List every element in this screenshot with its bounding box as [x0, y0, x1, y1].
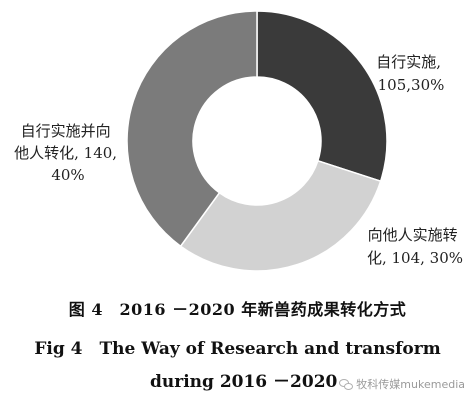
figure-caption-english-line2: during 2016 －2020 [150, 372, 338, 392]
slice-label-self-and-transfer: 自行实施并向 他人转化, 140, 40% [14, 122, 122, 184]
slice-self-implement [256, 10, 388, 183]
figure-caption-chinese: 图 4 2016 －2020 年新兽药成果转化方式 [68, 300, 407, 319]
slice-labels: 自行实施, 105,30% 向他人实施转 化, 104, 30% 自行实施并向 … [14, 53, 463, 267]
watermark-text: 牧科传媒mukemedia [356, 378, 465, 391]
wechat-icon [339, 378, 354, 390]
watermark: 牧科传媒mukemedia [339, 376, 465, 392]
slice-self-and-transfer [126, 10, 258, 248]
donut-slices [126, 10, 388, 272]
slice-label-self-implement: 自行实施, 105,30% [376, 53, 446, 94]
slice-transfer-to-others [179, 159, 382, 272]
slice-label-transfer-to-others: 向他人实施转 化, 104, 30% [367, 226, 463, 267]
figure-caption-english-line1: Fig 4 The Way of Research and transform [34, 339, 441, 359]
donut-chart: 自行实施, 105,30% 向他人实施转 化, 104, 30% 自行实施并向 … [14, 10, 463, 272]
